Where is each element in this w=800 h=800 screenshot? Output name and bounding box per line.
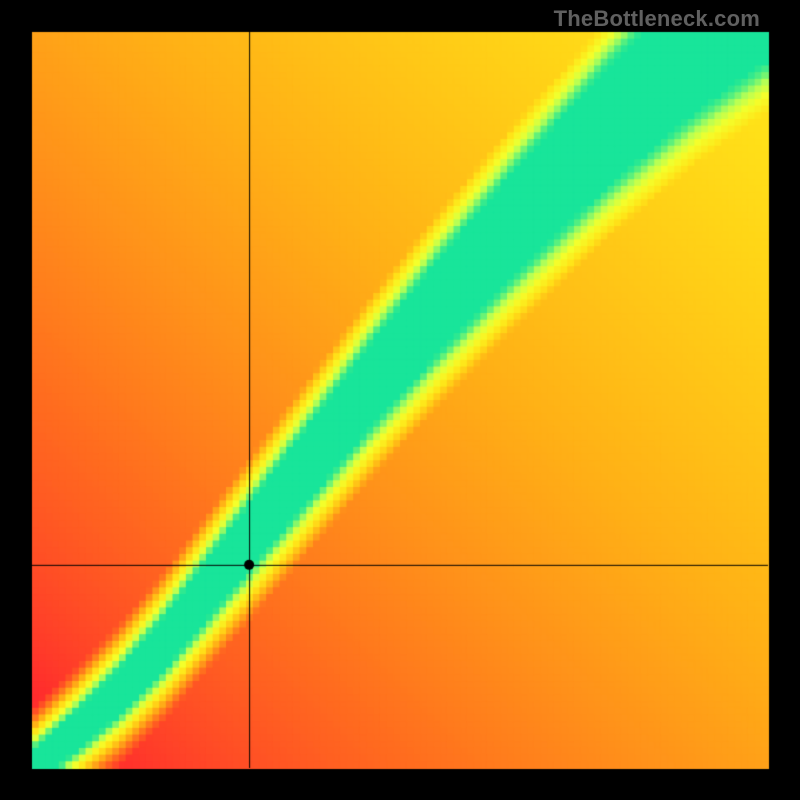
bottleneck-heatmap-canvas bbox=[0, 0, 800, 800]
watermark-text: TheBottleneck.com bbox=[554, 6, 760, 32]
